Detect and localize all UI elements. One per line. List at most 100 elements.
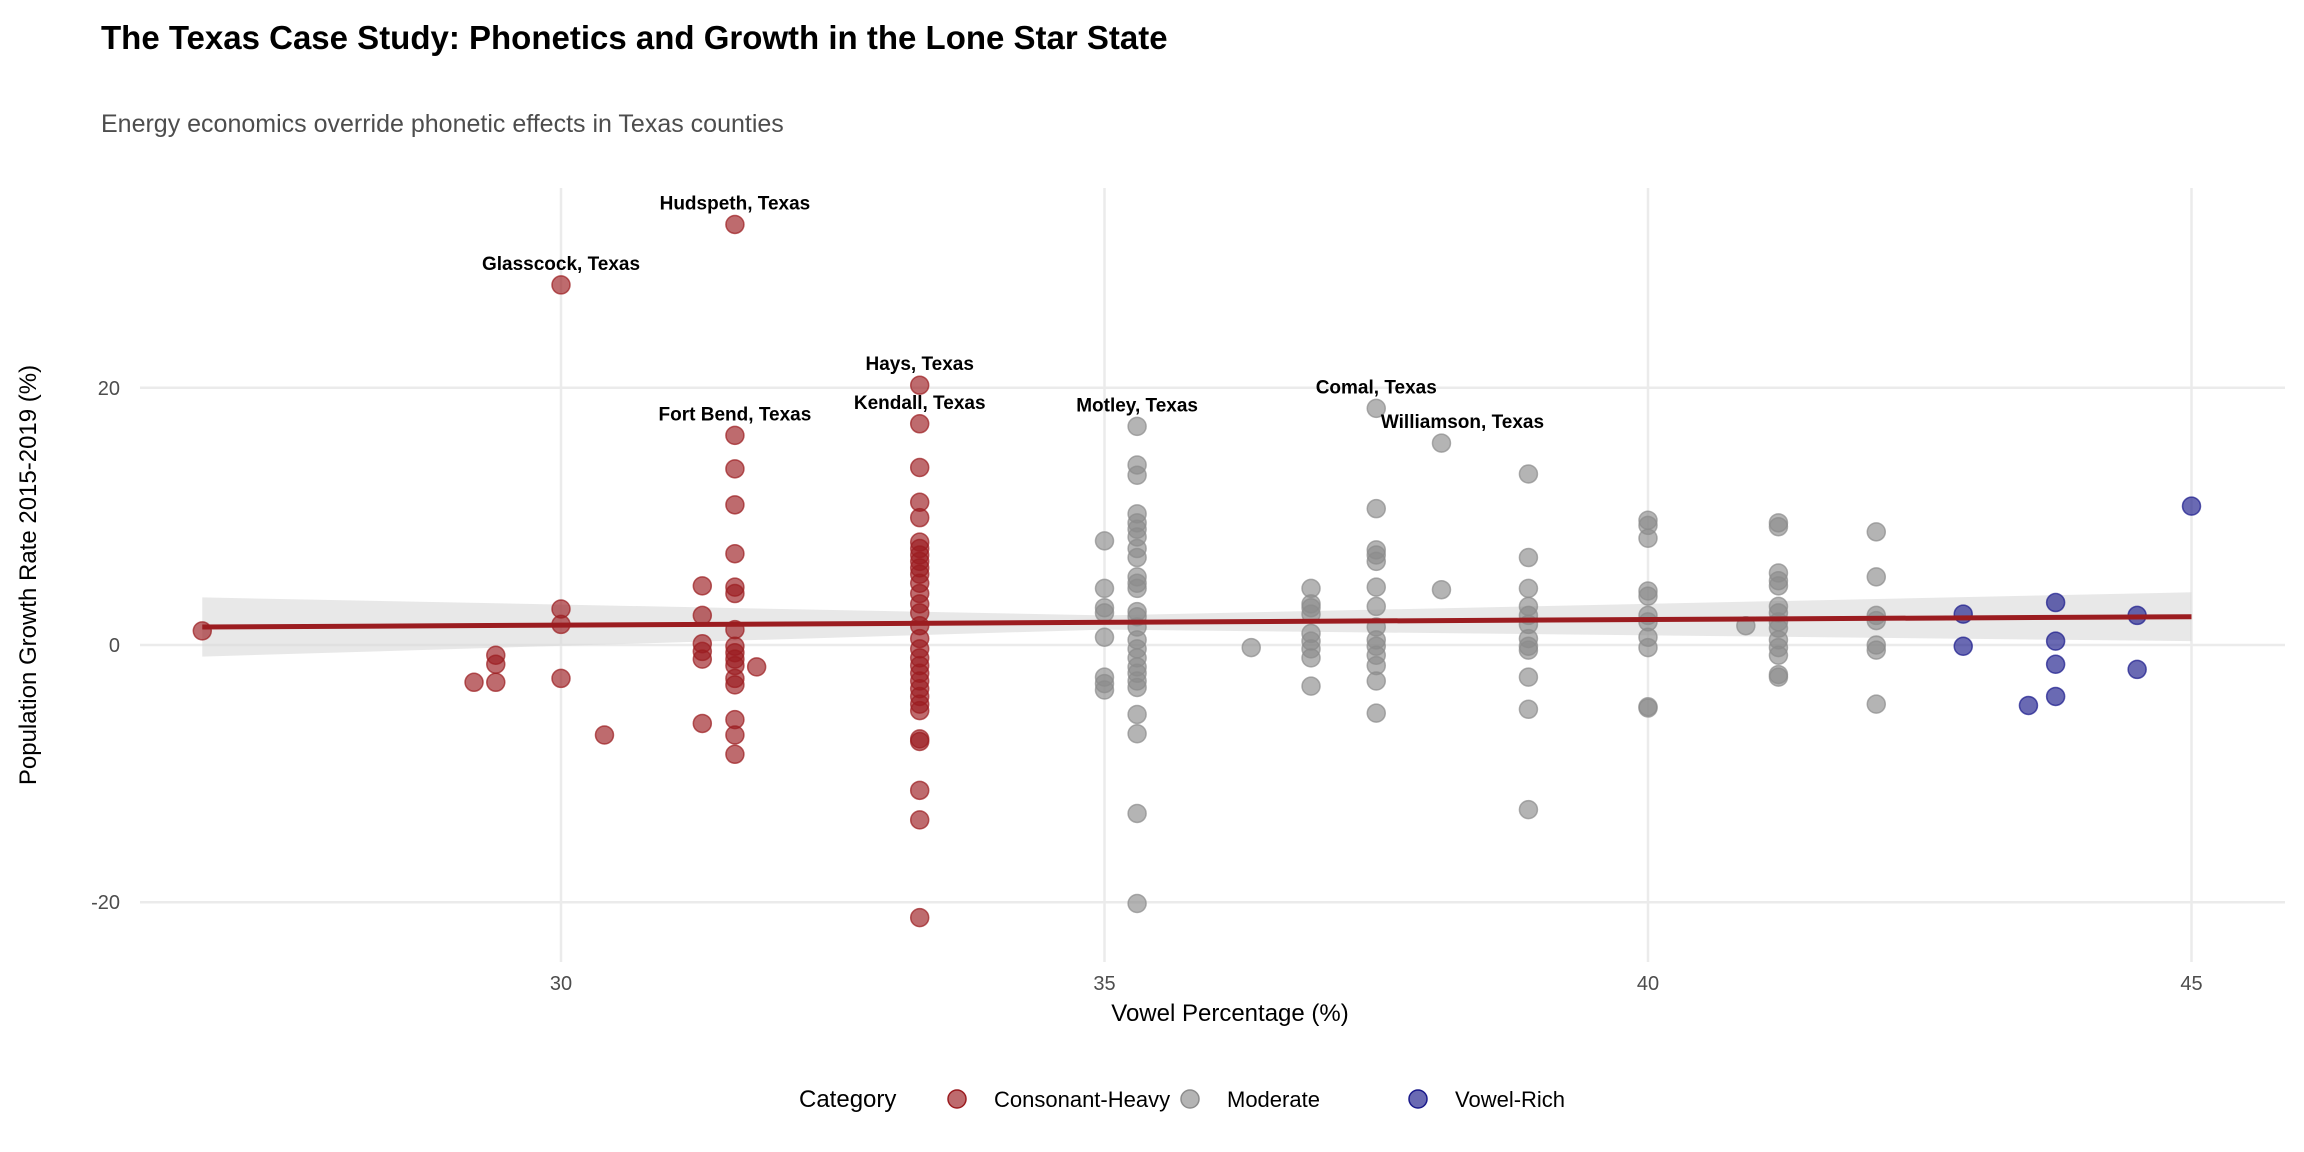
point-moderate <box>1127 893 1147 914</box>
legend-key-moderate <box>1180 1089 1200 1109</box>
y-tick-label: 20 <box>98 378 120 400</box>
point-vowel-rich <box>1953 604 1973 624</box>
regression-line <box>202 614 2192 630</box>
point-moderate <box>1366 551 1386 572</box>
point-consonant-heavy <box>725 744 745 765</box>
point-moderate <box>1127 803 1147 824</box>
trend-line <box>202 614 2192 630</box>
legend: Category Consonant-Heavy Moderate Vowel-Ri… <box>799 1086 1565 1113</box>
point-moderate <box>1518 799 1539 820</box>
point-consonant-heavy <box>909 414 930 434</box>
point-consonant-heavy <box>746 657 767 677</box>
point-consonant-heavy <box>909 375 930 395</box>
point-moderate <box>1768 576 1789 596</box>
x-tick-label: 40 <box>1637 973 1659 995</box>
point-vowel-rich <box>2045 654 2066 675</box>
point-label: Hudspeth, Texas <box>660 193 811 214</box>
point-moderate <box>1094 578 1115 599</box>
point-moderate <box>1301 676 1321 696</box>
point-consonant-heavy <box>909 780 930 801</box>
point-moderate <box>1366 703 1386 723</box>
chart-title: The Texas Case Study: Phonetics and Grow… <box>101 19 1168 56</box>
legend-key-consonant-heavy <box>947 1089 967 1109</box>
point-moderate <box>1127 416 1147 437</box>
point-consonant-heavy <box>909 731 930 752</box>
point-moderate <box>1094 531 1115 551</box>
point-moderate <box>1366 498 1386 519</box>
point-consonant-heavy <box>486 654 506 675</box>
point-moderate <box>1638 528 1658 549</box>
point-moderate <box>1094 680 1115 700</box>
point-moderate <box>1518 667 1539 687</box>
point-moderate <box>1241 637 1261 658</box>
point-consonant-heavy <box>909 457 930 478</box>
point-consonant-heavy <box>725 495 745 515</box>
y-tick-label: 0 <box>109 635 120 657</box>
point-consonant-heavy <box>909 810 930 830</box>
point-moderate <box>1866 640 1887 660</box>
point-consonant-heavy <box>464 672 484 693</box>
point-moderate <box>1518 547 1539 568</box>
point-moderate <box>1127 465 1147 485</box>
point-labels: Hudspeth, Texas Glasscock, Texas Hays, Tex… <box>482 193 1544 433</box>
point-moderate <box>1127 723 1147 744</box>
point-consonant-heavy <box>909 507 930 528</box>
point-label: Williamson, Texas <box>1381 412 1544 433</box>
axis-ticks: 30 35 40 45 -20 0 20 <box>91 378 2203 995</box>
point-vowel-rich <box>2127 659 2147 680</box>
point-consonant-heavy <box>692 713 713 734</box>
x-tick-label: 30 <box>550 973 572 995</box>
point-moderate <box>1127 578 1147 599</box>
point-vowel-rich <box>1953 636 1973 657</box>
point-vowel-rich <box>2045 592 2066 613</box>
point-moderate <box>1127 704 1147 725</box>
point-moderate <box>1366 596 1386 617</box>
point-moderate <box>1768 645 1789 666</box>
point-moderate <box>1518 578 1539 599</box>
point-consonant-heavy <box>486 672 506 693</box>
point-label: Fort Bend, Texas <box>659 404 812 425</box>
point-consonant-heavy <box>692 605 713 626</box>
point-consonant-heavy <box>725 675 745 695</box>
point-vowel-rich <box>2045 686 2066 707</box>
point-moderate <box>1094 627 1115 648</box>
point-moderate <box>1866 522 1887 542</box>
point-moderate <box>1518 464 1539 484</box>
point-moderate <box>1366 671 1386 691</box>
point-consonant-heavy <box>692 576 713 596</box>
point-moderate <box>1866 694 1887 714</box>
point-label: Comal, Texas <box>1316 377 1437 398</box>
x-axis-label: Vowel Percentage (%) <box>1111 1000 1348 1027</box>
point-label: Kendall, Texas <box>854 393 986 414</box>
y-axis-label: Population Growth Rate 2015-2019 (%) <box>15 365 42 785</box>
legend-key-vowel-rich <box>1408 1089 1428 1109</box>
point-moderate <box>1301 648 1321 668</box>
point-moderate <box>1768 516 1789 537</box>
x-tick-label: 45 <box>2180 973 2202 995</box>
point-consonant-heavy <box>725 725 745 745</box>
legend-label: Vowel-Rich <box>1455 1087 1565 1112</box>
point-moderate <box>1638 586 1658 606</box>
point-moderate <box>1431 433 1452 453</box>
point-consonant-heavy <box>725 583 745 604</box>
point-moderate <box>1366 577 1386 597</box>
point-consonant-heavy <box>725 459 745 479</box>
point-consonant-heavy <box>594 725 615 745</box>
point-moderate <box>1127 677 1147 698</box>
point-vowel-rich <box>2045 631 2066 651</box>
point-consonant-heavy <box>692 649 713 669</box>
point-vowel-rich <box>2018 695 2039 716</box>
point-moderate <box>1768 667 1789 687</box>
point-moderate <box>1638 637 1658 658</box>
legend-label: Moderate <box>1227 1087 1320 1112</box>
gridlines <box>140 188 2285 962</box>
point-moderate <box>1127 547 1147 568</box>
point-consonant-heavy <box>551 668 571 689</box>
legend-title: Category <box>799 1086 896 1113</box>
point-moderate <box>1866 567 1887 587</box>
point-consonant-heavy <box>909 700 930 721</box>
point-consonant-heavy <box>551 275 571 295</box>
point-moderate <box>1366 398 1386 419</box>
legend-label: Consonant-Heavy <box>994 1087 1170 1112</box>
